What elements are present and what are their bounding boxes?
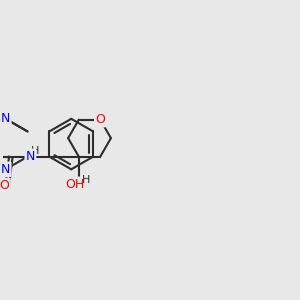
Text: H: H: [82, 176, 90, 185]
Text: OH: OH: [66, 178, 85, 191]
Text: H: H: [31, 146, 39, 156]
Text: N: N: [26, 150, 35, 163]
Text: O: O: [0, 179, 10, 192]
Text: N: N: [1, 112, 10, 125]
Text: O: O: [95, 113, 105, 126]
Text: N: N: [1, 163, 10, 176]
